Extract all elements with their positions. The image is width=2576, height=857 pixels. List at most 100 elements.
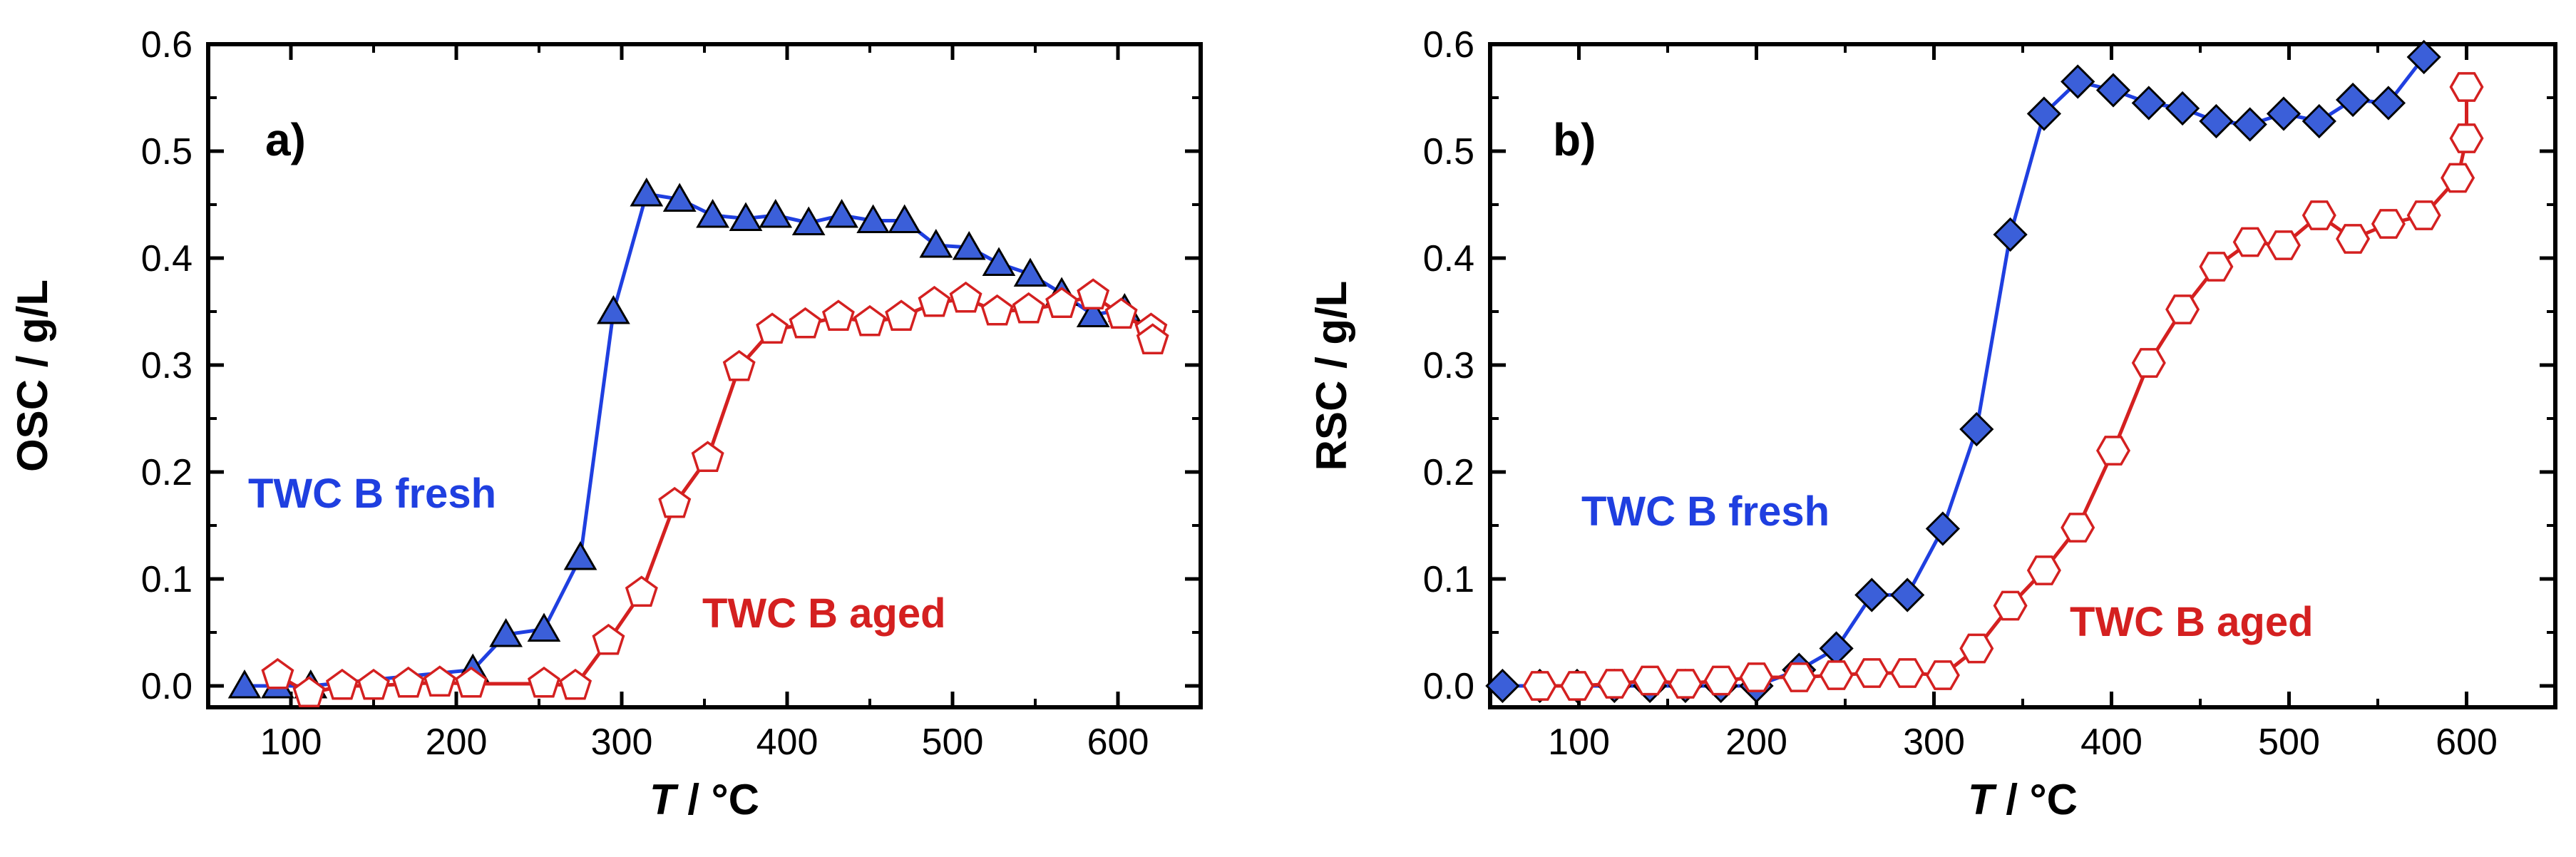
x-tick-label: 300 [1903,722,1965,763]
data-point [1559,671,1595,701]
data-point [729,202,763,231]
data-point [527,666,560,698]
data-point [1925,511,1961,546]
data-point [391,666,425,698]
data-point [1782,662,1817,692]
data-point [1136,323,1169,355]
data-point [722,349,756,381]
x-tick-label: 400 [756,722,819,763]
data-point [2131,348,2166,378]
data-point [918,285,951,317]
y-tick-label: 0.6 [141,24,193,66]
data-point [625,575,658,607]
data-point [1890,658,1925,688]
data-point [1959,633,1994,664]
data-point [1925,660,1960,690]
data-point [592,623,625,655]
data-point [885,299,918,332]
data-point [949,281,982,313]
series-twc-b-aged [261,278,1169,708]
series-twc-b-aged [1522,72,2484,701]
data-point [2406,39,2441,75]
x-tick-label: 400 [2080,722,2143,763]
data-point [2371,86,2406,120]
data-point [1668,669,1703,699]
x-tick-label: 100 [260,722,322,763]
data-point [919,229,953,258]
data-point [559,668,592,700]
data-point [1045,287,1079,319]
data-point [357,668,390,700]
data-point [1819,631,1854,666]
y-tick-label: 0.1 [141,559,193,600]
chart-osc: 100 200 300 400 500 600 0.0 0.1 0.2 0.3 0.4 0.5 0.6 T… [9,24,1203,823]
data-point [1854,658,1889,688]
data-point [2406,200,2441,230]
data-point [630,178,664,207]
data-point [888,204,922,233]
data-point [1076,298,1110,327]
data-point [2449,123,2484,153]
series-twc-b-fresh [227,178,1141,699]
data-point [853,304,886,337]
data-point [2199,252,2234,282]
panel-label: a) [265,114,306,165]
x-axis-title-unit: / °C [1994,776,2078,823]
data-point [2302,200,2336,230]
data-point [2335,82,2371,118]
data-point [2165,91,2200,126]
data-point [856,204,890,233]
series-label: TWC B aged [702,590,946,637]
chart-rsc: 100 200 300 400 500 600 0.0 0.1 0.2 0.3 0.4 0.5 0.6 T… [1308,24,2557,823]
x-tick-label: 500 [2258,722,2320,763]
x-tick-label: 300 [591,722,653,763]
y-tick-label: 0.6 [1423,24,1474,66]
data-point [825,198,858,228]
data-point [1703,665,1738,696]
data-point [292,676,326,708]
data-point [1012,292,1045,324]
data-point [261,657,294,689]
x-axis-title: T / °C [650,776,759,823]
data-point [2061,64,2095,99]
x-tick-label: 600 [1087,722,1149,763]
data-point [563,541,597,570]
y-tick-label: 0.2 [141,452,193,493]
data-point [2095,73,2131,108]
data-point [1077,278,1110,310]
x-axis-title-unit: / °C [676,776,759,823]
data-point [791,206,826,235]
y-tick-label: 0.4 [1423,238,1474,279]
data-point [2449,72,2484,102]
data-point [325,668,359,700]
data-point [658,486,692,518]
data-point [1890,578,1925,612]
series-label: TWC B fresh [248,471,496,517]
data-point [1993,217,2028,252]
data-point [821,299,855,332]
y-tick-label: 0.3 [1423,345,1474,386]
data-point [1104,297,1138,329]
data-point [2131,86,2166,120]
data-point [2266,230,2302,260]
data-point [1854,578,1889,612]
data-point [2302,103,2336,139]
data-point [1739,662,1774,692]
data-point [982,247,1016,276]
data-point [2441,163,2475,193]
y-tick-label: 0.3 [141,345,193,386]
y-tick-label: 0.5 [1423,131,1474,173]
data-point [696,199,729,228]
x-tick-label: 100 [1548,722,1610,763]
y-tick-label: 0.4 [141,238,193,279]
data-point [2061,513,2095,543]
y-tick-label: 0.0 [1423,666,1474,707]
data-point [2232,107,2267,142]
x-axis-title-symbol: T [1968,776,1997,823]
series-line [277,294,1155,695]
data-point [1485,668,1520,704]
panel-label: b) [1553,114,1596,165]
data-point [597,295,630,324]
data-point [1013,257,1047,287]
